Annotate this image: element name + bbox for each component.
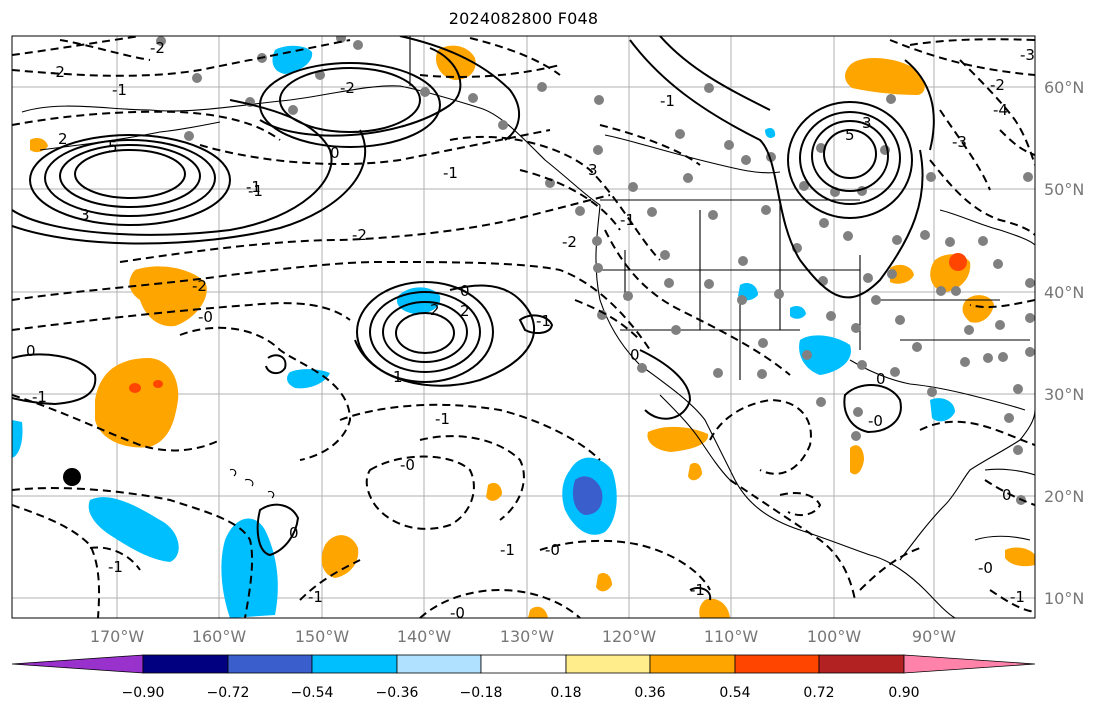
shaded-fields: [12, 45, 1035, 618]
coastlines: [21, 36, 1035, 618]
colorbar-tick-label: −0.90: [122, 685, 165, 701]
lon-tick-label: 150°W: [295, 627, 350, 646]
contour-label: -1: [308, 588, 323, 606]
lon-tick-label: 120°W: [602, 627, 657, 646]
contour-label: 0: [876, 370, 886, 388]
contour-label: -2: [340, 79, 355, 97]
contours-dashed: [12, 36, 1035, 618]
contour-label: 0: [330, 144, 340, 162]
lon-tick-label: 140°W: [397, 627, 452, 646]
contour-label: -2: [990, 76, 1005, 94]
station-dots: [156, 36, 1035, 505]
contour-label: 0: [1002, 486, 1012, 504]
colorbar-extend-left: [11, 654, 144, 674]
contour-label: -1: [500, 541, 515, 559]
colorbar-swatch: [480, 654, 567, 674]
contour-label: -1: [1010, 588, 1025, 606]
contour-label: -0: [545, 541, 560, 559]
contour-label: -1: [443, 164, 458, 182]
contour-label: 2: [460, 302, 470, 320]
location-marker: [63, 468, 81, 486]
colorbar-tick-label: −0.36: [376, 685, 419, 701]
contour-label: -1: [690, 581, 705, 599]
colorbar-ticks: −0.90 −0.72 −0.54 −0.36 −0.18 0.18 0.36 …: [122, 685, 920, 701]
contour-label: 0: [26, 342, 36, 360]
colorbar-tick-label: 0.18: [550, 685, 581, 701]
map-title: 2024082800 F048: [448, 9, 599, 28]
colorbar-swatch: [649, 654, 736, 674]
colorbar-swatch: [818, 654, 905, 674]
lon-tick-label: 160°W: [192, 627, 247, 646]
contour-label: -1: [108, 558, 123, 576]
contour-labels: -2 2 -1 -2 5 3 0 -1 -1 -1 3 -2 -2 -2 -1 …: [26, 39, 1035, 622]
contour-label: 2: [58, 130, 68, 148]
contour-label: -3: [952, 133, 967, 151]
contour-label: 3: [80, 206, 90, 224]
contour-label: -3: [1020, 46, 1035, 64]
contours: [12, 36, 935, 601]
lon-tick-label: 90°W: [912, 627, 956, 646]
contour-label: -1: [536, 312, 551, 330]
contour-label: -1: [620, 211, 635, 229]
contour-label: -1: [246, 178, 261, 196]
lon-tick-label: 130°W: [500, 627, 555, 646]
lat-tick-label: 30°N: [1044, 385, 1084, 404]
lon-tick-label: 100°W: [807, 627, 862, 646]
contour-label: -1: [660, 92, 675, 110]
contour-label: -0: [978, 559, 993, 577]
contour-label: -0: [868, 412, 883, 430]
contour-label: -2: [352, 226, 367, 244]
contour-label: 1: [393, 368, 403, 386]
contour-label: 0: [289, 524, 299, 542]
contour-label: 3: [588, 161, 598, 179]
colorbar-tick-label: −0.72: [207, 685, 250, 701]
contour-label: 5: [108, 138, 118, 156]
lon-tick-label: 110°W: [704, 627, 759, 646]
lat-tick-label: 10°N: [1044, 589, 1084, 608]
contour-label: -2: [192, 277, 207, 295]
contour-label: -2: [562, 233, 577, 251]
contour-label: 2: [430, 301, 440, 319]
colorbar-tick-label: 0.36: [634, 685, 665, 701]
lat-axis-labels: 60°N 50°N 40°N 30°N 20°N 10°N: [1044, 78, 1084, 608]
colorbar-tick-label: −0.54: [291, 685, 334, 701]
map-panel: -2 2 -1 -2 5 3 0 -1 -1 -1 3 -2 -2 -2 -1 …: [11, 35, 1036, 622]
contour-label: -2: [150, 39, 165, 57]
contour-label: -1: [112, 81, 127, 99]
colorbar-extend-right: [903, 654, 1036, 674]
colorbar: [11, 654, 1036, 674]
lon-tick-label: 170°W: [90, 627, 145, 646]
contour-label: 3: [862, 114, 872, 132]
colorbar-tick-label: 0.90: [888, 685, 919, 701]
lat-tick-label: 40°N: [1044, 283, 1084, 302]
contour-label: -0: [198, 308, 213, 326]
colorbar-swatch: [565, 654, 651, 674]
lat-tick-label: 20°N: [1044, 487, 1084, 506]
lat-tick-label: 60°N: [1044, 78, 1084, 97]
contour-label: -0: [450, 604, 465, 622]
colorbar-swatch: [734, 654, 820, 674]
contour-label: 5: [845, 126, 855, 144]
lat-tick-label: 50°N: [1044, 180, 1084, 199]
contour-label: -1: [32, 388, 47, 406]
colorbar-swatch: [311, 654, 398, 674]
contour-label: -1: [248, 182, 263, 200]
colorbar-swatch: [142, 654, 229, 674]
colorbar-tick-label: 0.54: [719, 685, 750, 701]
contour-label: 0: [460, 282, 470, 300]
contour-label: -2: [50, 63, 65, 81]
lon-axis-labels: 170°W 160°W 150°W 140°W 130°W 120°W 110°…: [90, 627, 956, 646]
contour-label: -4: [993, 101, 1008, 119]
colorbar-swatch: [227, 654, 313, 674]
colorbar-tick-label: 0.72: [803, 685, 834, 701]
contour-label: -1: [435, 410, 450, 428]
contour-label: -0: [400, 456, 415, 474]
colorbar-tick-label: −0.18: [460, 685, 503, 701]
contour-label: 0: [630, 346, 640, 364]
colorbar-swatch: [396, 654, 482, 674]
